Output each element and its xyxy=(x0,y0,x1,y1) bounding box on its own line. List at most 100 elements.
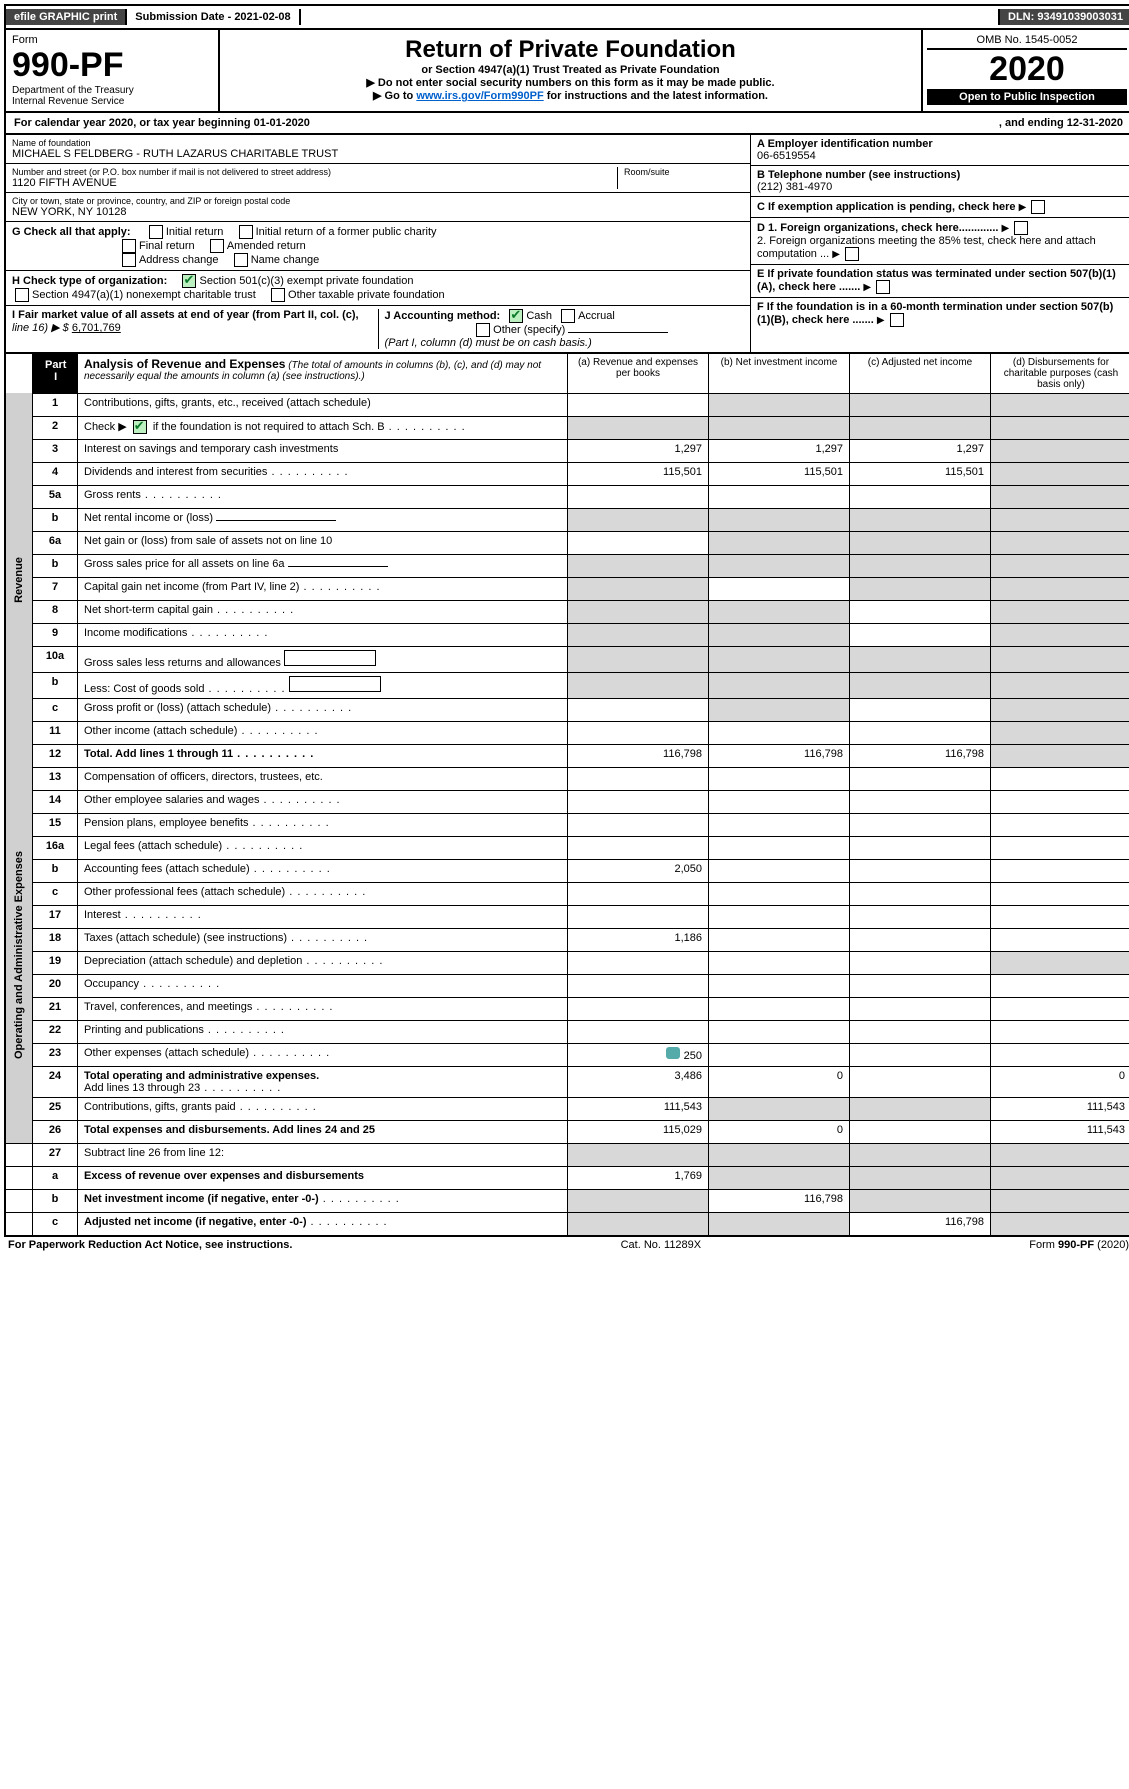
ln16a-desc: Legal fees (attach schedule) xyxy=(78,837,568,859)
ln1-desc: Contributions, gifts, grants, etc., rece… xyxy=(78,394,568,416)
cb-final-return[interactable] xyxy=(122,239,136,253)
ln2-no: 2 xyxy=(33,417,78,439)
part1-tag: Part I xyxy=(35,357,76,385)
col-d-hdr: (d) Disbursements for charitable purpose… xyxy=(991,354,1129,393)
ln19-desc: Depreciation (attach schedule) and deple… xyxy=(78,952,568,974)
cb-501c3[interactable] xyxy=(182,274,196,288)
ln21-no: 21 xyxy=(33,998,78,1020)
name-label: Name of foundation xyxy=(12,138,744,148)
cb-accrual[interactable] xyxy=(561,309,575,323)
ln27c-c: 116,798 xyxy=(850,1213,991,1235)
ln8-no: 8 xyxy=(33,601,78,623)
ln3-c: 1,297 xyxy=(850,440,991,462)
cb-f[interactable] xyxy=(890,313,904,327)
addr-label: Number and street (or P.O. box number if… xyxy=(12,167,617,177)
ln10b-no: b xyxy=(33,673,78,698)
ln11-desc: Other income (attach schedule) xyxy=(78,722,568,744)
ln25-a: 111,543 xyxy=(568,1098,709,1120)
cb-name-change[interactable] xyxy=(234,253,248,267)
ln15-desc: Pension plans, employee benefits xyxy=(78,814,568,836)
opt-501c3: Section 501(c)(3) exempt private foundat… xyxy=(199,275,413,287)
col-c-hdr: (c) Adjusted net income xyxy=(850,354,991,393)
ln16a-no: 16a xyxy=(33,837,78,859)
opt-final: Final return xyxy=(139,240,195,252)
ln27c-desc: Adjusted net income (if negative, enter … xyxy=(78,1213,568,1235)
ln26-desc: Total expenses and disbursements. Add li… xyxy=(78,1121,568,1143)
ln3-a: 1,297 xyxy=(568,440,709,462)
cb-other-taxable[interactable] xyxy=(271,288,285,302)
dept-2: Internal Revenue Service xyxy=(12,96,212,107)
ln4-no: 4 xyxy=(33,463,78,485)
identification-block: Name of foundation MICHAEL S FELDBERG - … xyxy=(4,135,1129,354)
cb-4947a1[interactable] xyxy=(15,288,29,302)
tel-label: B Telephone number (see instructions) xyxy=(757,169,1125,181)
cb-d2[interactable] xyxy=(845,247,859,261)
footer-right: Form 990-PF (2020) xyxy=(1029,1239,1129,1251)
ln16c-no: c xyxy=(33,883,78,905)
ln12-desc: Total. Add lines 1 through 11 xyxy=(78,745,568,767)
ln24-d: 0 xyxy=(991,1067,1129,1097)
d2-label: 2. Foreign organizations meeting the 85%… xyxy=(757,235,1096,260)
cb-d1[interactable] xyxy=(1014,221,1028,235)
ln4-desc: Dividends and interest from securities xyxy=(78,463,568,485)
cb-amended[interactable] xyxy=(210,239,224,253)
ln27a-desc: Excess of revenue over expenses and disb… xyxy=(78,1167,568,1189)
ln18-a: 1,186 xyxy=(568,929,709,951)
cb-initial-former[interactable] xyxy=(239,225,253,239)
attachment-icon[interactable] xyxy=(666,1047,680,1059)
submission-date: Submission Date - 2021-02-08 xyxy=(127,9,300,25)
calendar-year-row: For calendar year 2020, or tax year begi… xyxy=(4,113,1129,135)
ln17-desc: Interest xyxy=(78,906,568,928)
ln6b-desc: Gross sales price for all assets on line… xyxy=(78,555,568,577)
ln22-no: 22 xyxy=(33,1021,78,1043)
ln3-desc: Interest on savings and temporary cash i… xyxy=(78,440,568,462)
cb-schb[interactable] xyxy=(133,420,147,434)
ln3-no: 3 xyxy=(33,440,78,462)
ln14-no: 14 xyxy=(33,791,78,813)
ln6b-no: b xyxy=(33,555,78,577)
instr2-b: for instructions and the latest informat… xyxy=(544,90,768,102)
tel-value: (212) 381-4970 xyxy=(757,181,1125,193)
form-header: Form 990-PF Department of the Treasury I… xyxy=(4,30,1129,113)
j-note: (Part I, column (d) must be on cash basi… xyxy=(385,337,592,349)
street-address: 1120 FIFTH AVENUE xyxy=(12,177,617,189)
ln27a-a: 1,769 xyxy=(568,1167,709,1189)
ln12-no: 12 xyxy=(33,745,78,767)
cb-address-change[interactable] xyxy=(122,253,136,267)
cb-e[interactable] xyxy=(876,280,890,294)
opt-other-taxable: Other taxable private foundation xyxy=(288,289,445,301)
form-label: Form xyxy=(12,34,212,46)
ln18-no: 18 xyxy=(33,929,78,951)
instr2-a: ▶ Go to xyxy=(373,90,416,102)
main-title: Return of Private Foundation xyxy=(226,36,915,64)
ln3-b: 1,297 xyxy=(709,440,850,462)
ln26-d: 111,543 xyxy=(991,1121,1129,1143)
ln16b-a: 2,050 xyxy=(568,860,709,882)
cb-initial-return[interactable] xyxy=(149,225,163,239)
ln11-no: 11 xyxy=(33,722,78,744)
cb-cash[interactable] xyxy=(509,309,523,323)
i-value: 6,701,769 xyxy=(72,322,121,334)
ln9-no: 9 xyxy=(33,624,78,646)
opt-addr-change: Address change xyxy=(139,254,219,266)
cb-c[interactable] xyxy=(1031,200,1045,214)
ln10c-desc: Gross profit or (loss) (attach schedule) xyxy=(78,699,568,721)
city-label: City or town, state or province, country… xyxy=(12,196,744,206)
page-footer: For Paperwork Reduction Act Notice, see … xyxy=(4,1237,1129,1253)
open-inspection: Open to Public Inspection xyxy=(927,89,1127,105)
cb-other-method[interactable] xyxy=(476,323,490,337)
ln20-no: 20 xyxy=(33,975,78,997)
opt-4947a1: Section 4947(a)(1) nonexempt charitable … xyxy=(32,289,256,301)
ln27b-desc: Net investment income (if negative, ente… xyxy=(78,1190,568,1212)
irs-link[interactable]: www.irs.gov/Form990PF xyxy=(416,90,543,102)
d1-label: D 1. Foreign organizations, check here..… xyxy=(757,222,998,234)
ln25-desc: Contributions, gifts, grants paid xyxy=(78,1098,568,1120)
top-bar: efile GRAPHIC print Submission Date - 20… xyxy=(4,4,1129,30)
part1-title: Analysis of Revenue and Expenses xyxy=(84,357,285,371)
ln17-no: 17 xyxy=(33,906,78,928)
g-label: G Check all that apply: xyxy=(12,226,131,238)
ln22-desc: Printing and publications xyxy=(78,1021,568,1043)
i-label: I Fair market value of all assets at end… xyxy=(12,309,359,321)
ln16b-desc: Accounting fees (attach schedule) xyxy=(78,860,568,882)
ln27-desc: Subtract line 26 from line 12: xyxy=(78,1144,568,1166)
